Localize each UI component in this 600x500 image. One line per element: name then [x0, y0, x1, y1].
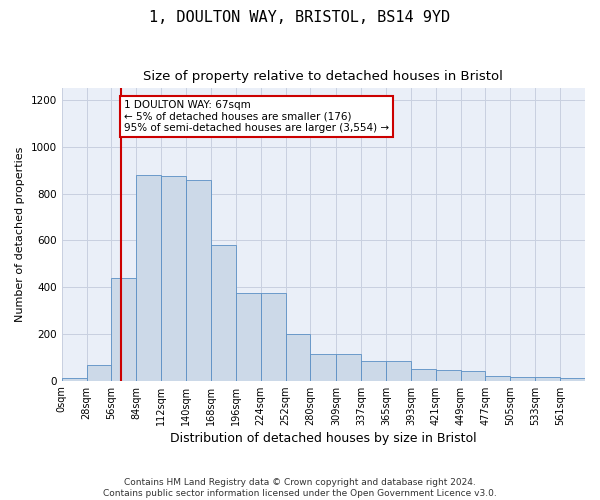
Bar [310, 354, 336, 380]
Bar [361, 361, 386, 380]
Bar [286, 334, 310, 380]
Bar [86, 366, 112, 380]
Text: 1, DOULTON WAY, BRISTOL, BS14 9YD: 1, DOULTON WAY, BRISTOL, BS14 9YD [149, 10, 451, 25]
Title: Size of property relative to detached houses in Bristol: Size of property relative to detached ho… [143, 70, 503, 83]
Bar [535, 377, 560, 380]
Bar [112, 278, 136, 380]
Bar [211, 245, 236, 380]
X-axis label: Distribution of detached houses by size in Bristol: Distribution of detached houses by size … [170, 432, 476, 445]
Y-axis label: Number of detached properties: Number of detached properties [15, 147, 25, 322]
Bar [62, 378, 86, 380]
Bar [436, 370, 461, 380]
Bar [336, 354, 361, 380]
Bar [485, 376, 511, 380]
Text: Contains HM Land Registry data © Crown copyright and database right 2024.
Contai: Contains HM Land Registry data © Crown c… [103, 478, 497, 498]
Bar [161, 176, 186, 380]
Bar [411, 369, 436, 380]
Bar [186, 180, 211, 380]
Bar [461, 372, 485, 380]
Bar [236, 293, 260, 380]
Bar [386, 361, 411, 380]
Bar [260, 293, 286, 380]
Bar [136, 175, 161, 380]
Text: 1 DOULTON WAY: 67sqm
← 5% of detached houses are smaller (176)
95% of semi-detac: 1 DOULTON WAY: 67sqm ← 5% of detached ho… [124, 100, 389, 133]
Bar [511, 377, 535, 380]
Bar [560, 378, 585, 380]
